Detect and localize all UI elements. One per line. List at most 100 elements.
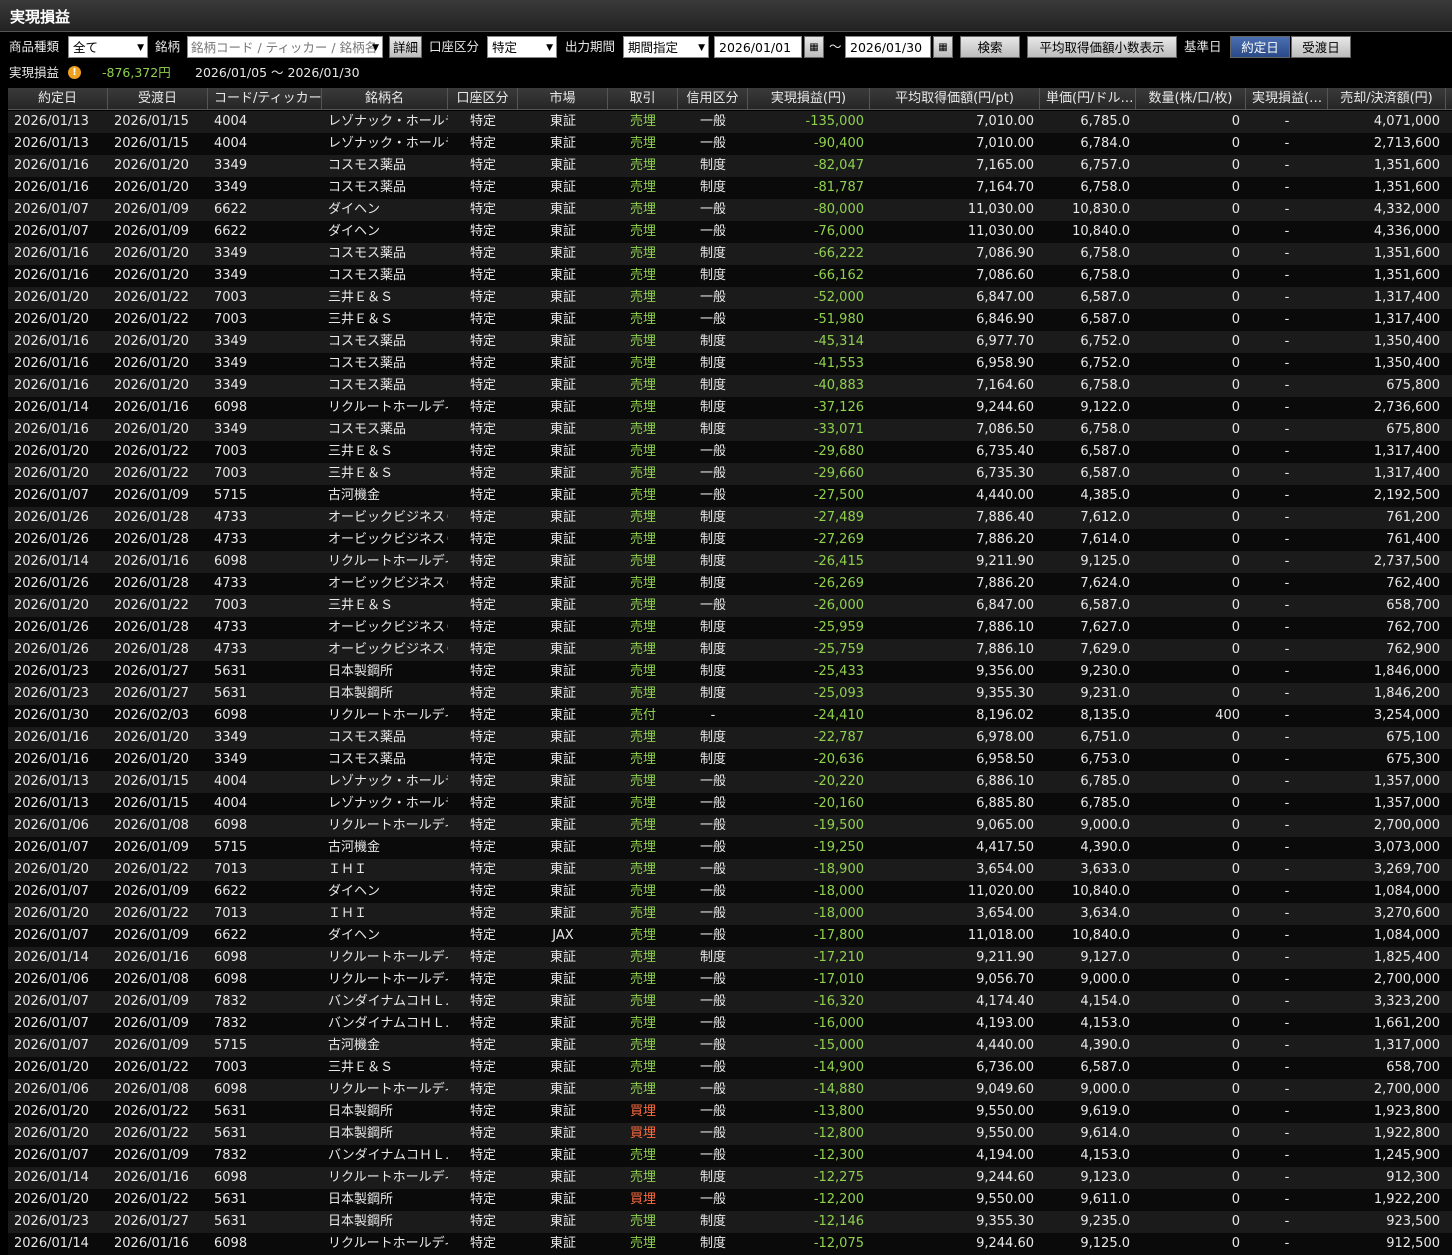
table-cell: 4,153.0 [1080, 1148, 1130, 1163]
data-row[interactable]: 2026/01/20 2026/01/22 7003 三井Ｅ＆Ｓ 特定 東証 売埋 一般 -52… [8, 287, 1452, 309]
table-cell: 一般 [699, 136, 726, 151]
column-header[interactable]: 信用区分 [678, 88, 748, 110]
table-cell: 6,846.90 [976, 312, 1034, 327]
data-row[interactable]: 2026/01/14 2026/01/16 6098 リクルートホールディ… 特定 東証 売… [8, 947, 1452, 969]
table-cell: 売埋 [629, 158, 656, 173]
data-row[interactable]: 2026/01/13 2026/01/15 4004 レゾナック・ホールデ… 特定 東証 売… [8, 111, 1452, 133]
table-cell: 6622 [214, 928, 248, 943]
column-header[interactable]: 受渡日 [108, 88, 208, 110]
calendar-icon[interactable]: ▦ [933, 36, 953, 58]
data-row[interactable]: 2026/01/26 2026/01/28 4733 オービックビジネスＣ 特定 東証 売埋… [8, 617, 1452, 639]
data-row[interactable]: 2026/01/16 2026/01/20 3349 コスモス薬品 特定 東証 売埋 制度 -2… [8, 727, 1452, 749]
data-row[interactable]: 2026/01/07 2026/01/09 7832 バンダイナムコＨＬ… 特定 東証 売埋… [8, 1145, 1452, 1167]
data-row[interactable]: 2026/01/23 2026/01/27 5631 日本製鋼所 特定 東証 売埋 制度 -12… [8, 1211, 1452, 1233]
data-row[interactable]: 2026/01/07 2026/01/09 7832 バンダイナムコＨＬ… 特定 東証 売埋… [8, 991, 1452, 1013]
data-row[interactable]: 2026/01/16 2026/01/20 3349 コスモス薬品 特定 東証 売埋 制度 -6… [8, 265, 1452, 287]
table-cell: - [1284, 158, 1290, 173]
data-row[interactable]: 2026/01/07 2026/01/09 6622 ダイヘン 特定 JAX 売埋 一般 -17… [8, 925, 1452, 947]
data-row[interactable]: 2026/01/20 2026/01/22 7013 ＩＨＩ 特定 東証 売埋 一般 -18,0… [8, 903, 1452, 925]
data-row[interactable]: 2026/01/16 2026/01/20 3349 コスモス薬品 特定 東証 売埋 制度 -8… [8, 155, 1452, 177]
column-header[interactable]: 実現損益(… [1246, 88, 1328, 110]
data-row[interactable]: 2026/01/13 2026/01/15 4004 レゾナック・ホールデ… 特定 東証 売… [8, 133, 1452, 155]
data-row[interactable]: 2026/01/16 2026/01/20 3349 コスモス薬品 特定 東証 売埋 制度 -3… [8, 419, 1452, 441]
column-header[interactable]: 市場 [518, 88, 608, 110]
data-row[interactable]: 2026/01/14 2026/01/16 6098 リクルートホールディ… 特定 東証 売… [8, 397, 1452, 419]
data-row[interactable]: 2026/01/16 2026/01/20 3349 コスモス薬品 特定 東証 売埋 制度 -4… [8, 331, 1452, 353]
table-cell: 1,351,600 [1373, 158, 1440, 173]
data-row[interactable]: 2026/01/20 2026/01/22 7003 三井Ｅ＆Ｓ 特定 東証 売埋 一般 -29… [8, 441, 1452, 463]
column-header[interactable]: 売 [1446, 88, 1452, 110]
data-row[interactable]: 2026/01/26 2026/01/28 4733 オービックビジネスＣ 特定 東証 売埋… [8, 529, 1452, 551]
data-row[interactable]: 2026/01/20 2026/01/22 5631 日本製鋼所 特定 東証 買埋 一般 -13… [8, 1101, 1452, 1123]
issue-input[interactable]: 銘柄コード / ティッカー / 銘柄名 ▼ [187, 36, 383, 58]
data-row[interactable]: 2026/01/07 2026/01/09 5715 古河機金 特定 東証 売埋 一般 -27,… [8, 485, 1452, 507]
account-select[interactable]: 特定 ▼ [487, 36, 557, 58]
data-row[interactable]: 2026/01/14 2026/01/16 6098 リクルートホールディ… 特定 東証 売… [8, 1167, 1452, 1189]
column-header[interactable]: 銘柄名 [322, 88, 448, 110]
table-cell: 売埋 [629, 752, 656, 767]
table-cell: 9,000.0 [1080, 1082, 1130, 1097]
table-cell: 2026/01/20 [114, 334, 189, 349]
table-cell: - [1284, 686, 1290, 701]
data-row[interactable]: 2026/01/16 2026/01/20 3349 コスモス薬品 特定 東証 売埋 制度 -6… [8, 243, 1452, 265]
calendar-icon[interactable]: ▦ [804, 36, 824, 58]
column-header[interactable]: 口座区分 [448, 88, 518, 110]
data-row[interactable]: 2026/01/26 2026/01/28 4733 オービックビジネスＣ 特定 東証 売埋… [8, 507, 1452, 529]
product-select[interactable]: 全て ▼ [68, 36, 148, 58]
table-cell: - [1284, 1236, 1290, 1251]
column-header[interactable]: 売却/決済額(円) [1328, 88, 1446, 110]
column-header[interactable]: コード/ティッカー [208, 88, 322, 110]
data-row[interactable]: 2026/01/16 2026/01/20 3349 コスモス薬品 特定 東証 売埋 制度 -2… [8, 749, 1452, 771]
period-select[interactable]: 期間指定 ▼ [623, 36, 709, 58]
table-cell: 6098 [214, 972, 248, 987]
data-row[interactable]: 2026/01/14 2026/01/16 6098 リクルートホールディ… 特定 東証 売… [8, 551, 1452, 573]
data-row[interactable]: 2026/01/23 2026/01/27 5631 日本製鋼所 特定 東証 売埋 制度 -25… [8, 661, 1452, 683]
column-header[interactable]: 平均取得価額(円/pt) [870, 88, 1040, 110]
data-row[interactable]: 2026/01/20 2026/01/22 7003 三井Ｅ＆Ｓ 特定 東証 売埋 一般 -14… [8, 1057, 1452, 1079]
data-row[interactable]: 2026/01/20 2026/01/22 7003 三井Ｅ＆Ｓ 特定 東証 売埋 一般 -26… [8, 595, 1452, 617]
table-cell: 売埋 [629, 642, 656, 657]
data-row[interactable]: 2026/01/26 2026/01/28 4733 オービックビジネスＣ 特定 東証 売埋… [8, 639, 1452, 661]
data-row[interactable]: 2026/01/20 2026/01/22 7003 三井Ｅ＆Ｓ 特定 東証 売埋 一般 -29… [8, 463, 1452, 485]
base-trade-button[interactable]: 約定日 [1230, 36, 1290, 58]
column-header[interactable]: 約定日 [8, 88, 108, 110]
data-row[interactable]: 2026/01/07 2026/01/09 6622 ダイヘン 特定 東証 売埋 一般 -76,… [8, 221, 1452, 243]
base-settle-button[interactable]: 受渡日 [1291, 36, 1351, 58]
data-row[interactable]: 2026/01/13 2026/01/15 4004 レゾナック・ホールデ… 特定 東証 売… [8, 793, 1452, 815]
data-row[interactable]: 2026/01/07 2026/01/09 5715 古河機金 特定 東証 売埋 一般 -19,… [8, 837, 1452, 859]
data-row[interactable]: 2026/01/06 2026/01/08 6098 リクルートホールディ… 特定 東証 売… [8, 969, 1452, 991]
decimal-button[interactable]: 平均取得価額小数表示 [1027, 36, 1177, 58]
data-row[interactable]: 2026/01/30 2026/02/03 6098 リクルートホールディ… 特定 東証 売… [8, 705, 1452, 727]
data-row[interactable]: 2026/01/20 2026/01/22 5631 日本製鋼所 特定 東証 買埋 一般 -12… [8, 1123, 1452, 1145]
data-row[interactable]: 2026/01/16 2026/01/20 3349 コスモス薬品 特定 東証 売埋 制度 -8… [8, 177, 1452, 199]
table-cell: 0 [1231, 796, 1240, 811]
table-cell: 6622 [214, 884, 248, 899]
column-header[interactable]: 取引 [608, 88, 678, 110]
table-cell: 2026/01/26 [14, 642, 89, 657]
data-row[interactable]: 2026/01/14 2026/01/16 6098 リクルートホールディ… 特定 東証 売… [8, 1233, 1452, 1255]
detail-button[interactable]: 詳細 [389, 36, 422, 58]
date-to[interactable]: 2026/01/30 [845, 36, 931, 58]
table-cell: 4733 [214, 620, 248, 635]
data-row[interactable]: 2026/01/26 2026/01/28 4733 オービックビジネスＣ 特定 東証 売埋… [8, 573, 1452, 595]
data-row[interactable]: 2026/01/07 2026/01/09 7832 バンダイナムコＨＬ… 特定 東証 売埋… [8, 1013, 1452, 1035]
data-row[interactable]: 2026/01/07 2026/01/09 5715 古河機金 特定 東証 売埋 一般 -15,… [8, 1035, 1452, 1057]
data-row[interactable]: 2026/01/07 2026/01/09 6622 ダイヘン 特定 東証 売埋 一般 -18,… [8, 881, 1452, 903]
data-row[interactable]: 2026/01/20 2026/01/22 7003 三井Ｅ＆Ｓ 特定 東証 売埋 一般 -51… [8, 309, 1452, 331]
column-header[interactable]: 数量(株/口/枚) [1136, 88, 1246, 110]
table-cell: -81,787 [813, 180, 864, 195]
data-row[interactable]: 2026/01/20 2026/01/22 7013 ＩＨＩ 特定 東証 売埋 一般 -18,9… [8, 859, 1452, 881]
data-row[interactable]: 2026/01/06 2026/01/08 6098 リクルートホールディ… 特定 東証 売… [8, 815, 1452, 837]
data-row[interactable]: 2026/01/20 2026/01/22 5631 日本製鋼所 特定 東証 買埋 一般 -12… [8, 1189, 1452, 1211]
data-row[interactable]: 2026/01/13 2026/01/15 4004 レゾナック・ホールデ… 特定 東証 売… [8, 771, 1452, 793]
column-header[interactable]: 単価(円/ドル… [1040, 88, 1136, 110]
table-cell: 0 [1231, 158, 1240, 173]
data-row[interactable]: 2026/01/06 2026/01/08 6098 リクルートホールディ… 特定 東証 売… [8, 1079, 1452, 1101]
date-from[interactable]: 2026/01/01 [714, 36, 802, 58]
data-row[interactable]: 2026/01/16 2026/01/20 3349 コスモス薬品 特定 東証 売埋 制度 -4… [8, 353, 1452, 375]
column-header[interactable]: 実現損益(円) [748, 88, 870, 110]
data-row[interactable]: 2026/01/16 2026/01/20 3349 コスモス薬品 特定 東証 売埋 制度 -4… [8, 375, 1452, 397]
data-row[interactable]: 2026/01/23 2026/01/27 5631 日本製鋼所 特定 東証 売埋 制度 -25… [8, 683, 1452, 705]
data-row[interactable]: 2026/01/07 2026/01/09 6622 ダイヘン 特定 東証 売埋 一般 -80,… [8, 199, 1452, 221]
search-button[interactable]: 検索 [960, 36, 1020, 58]
